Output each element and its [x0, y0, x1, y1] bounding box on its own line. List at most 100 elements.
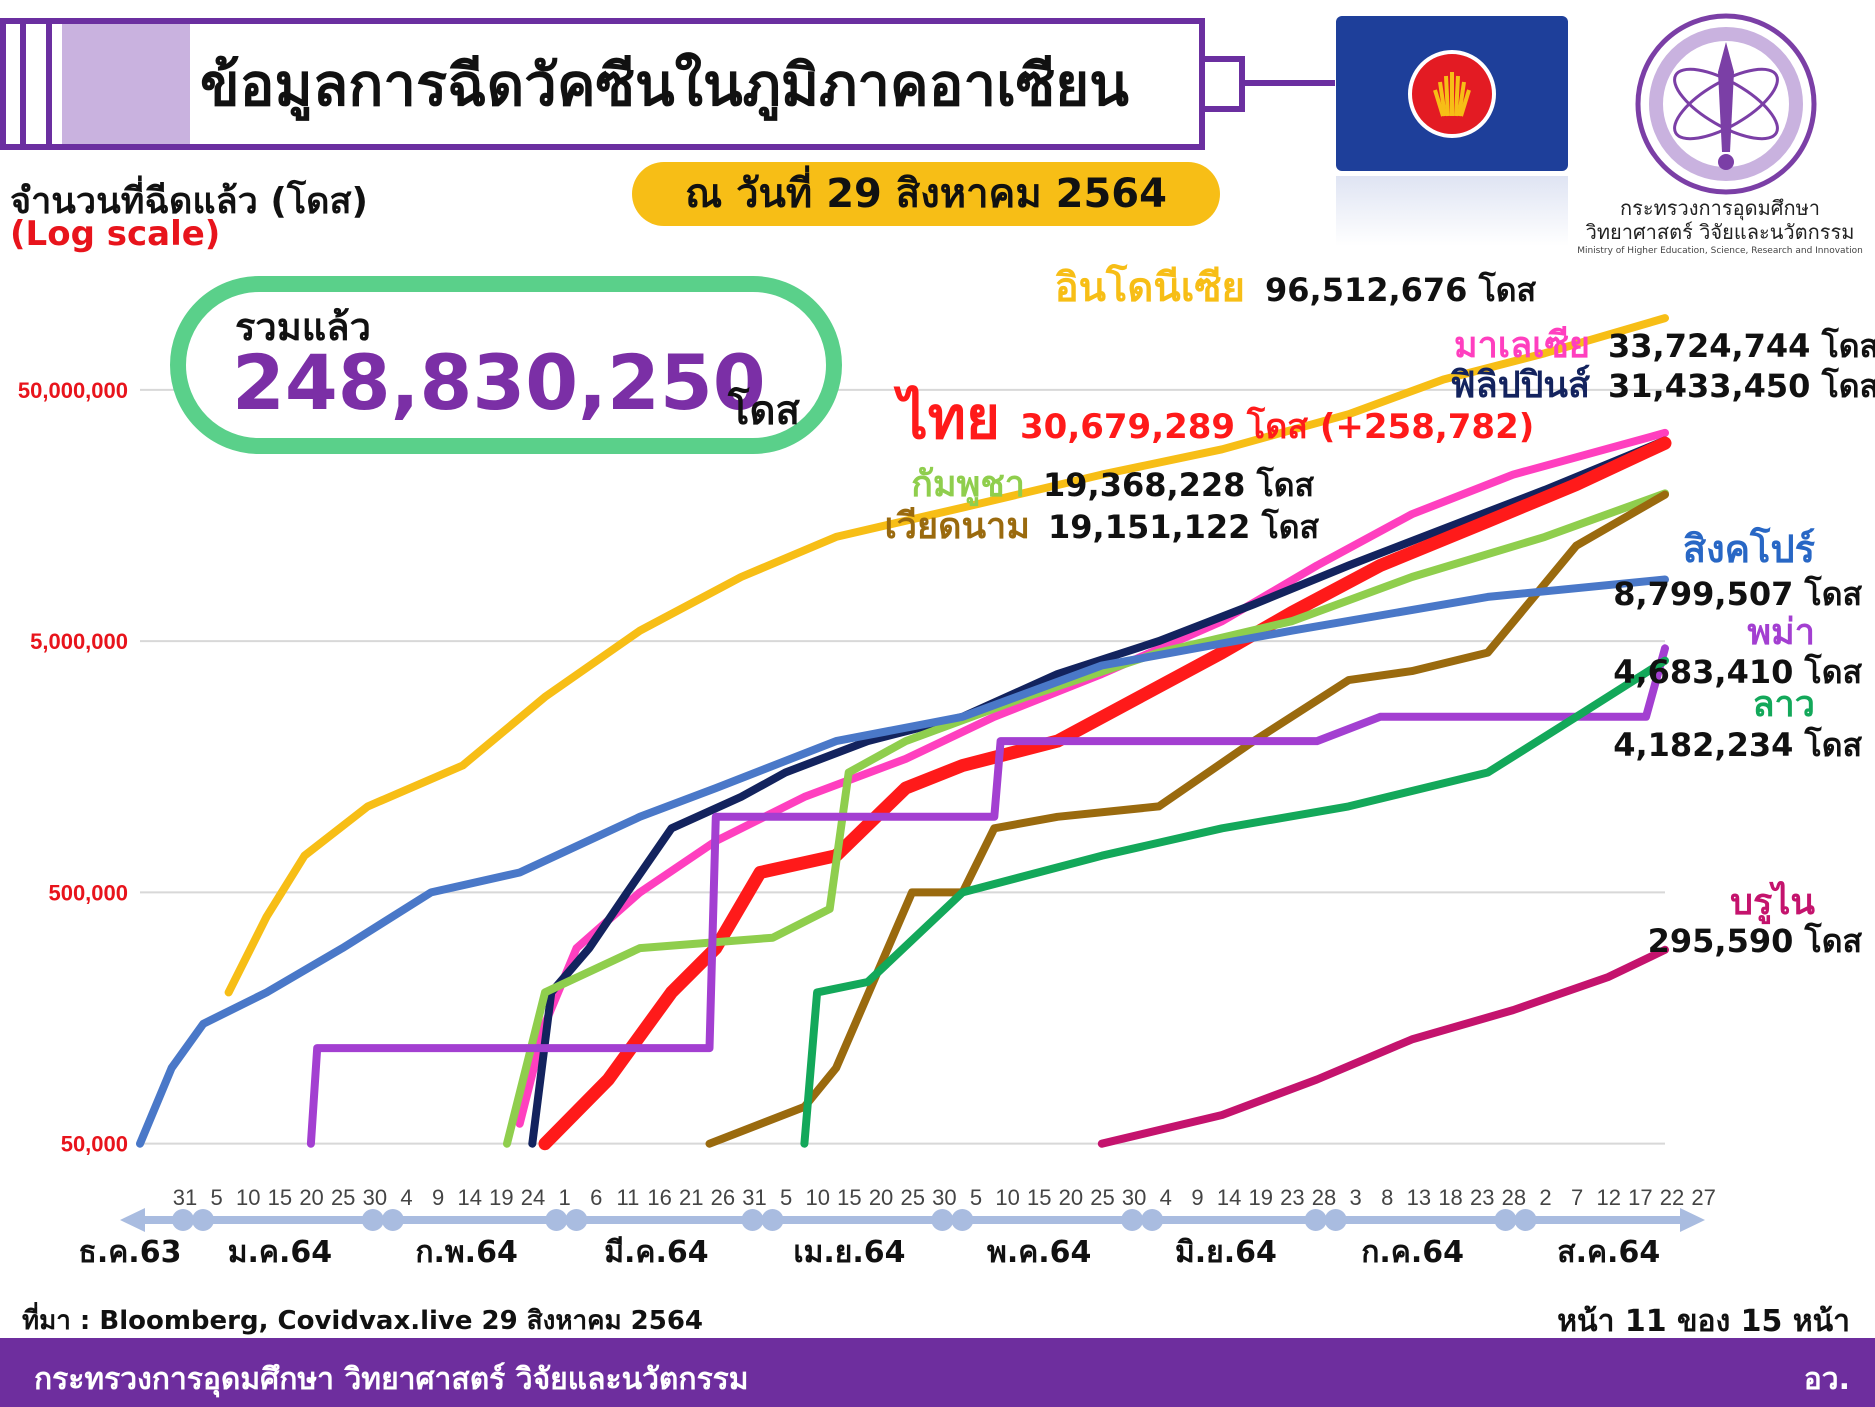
month-label: มี.ค.64: [604, 1235, 708, 1270]
month-marker-dot: [1141, 1209, 1164, 1231]
x-tick-label: 16: [647, 1185, 671, 1210]
month-marker-dot: [381, 1209, 404, 1231]
series-value-label: 31,433,450 โดส: [1608, 367, 1875, 405]
series-value-label: 8,799,507 โดส: [1613, 575, 1862, 613]
x-tick-label: 26: [711, 1185, 735, 1210]
month-marker-dot: [761, 1209, 784, 1231]
page-title: ข้อมูลการฉีดวัคซีนในภูมิภาคอาเซียน: [200, 51, 1129, 119]
y-tick-label: 50,000,000: [18, 378, 128, 403]
x-tick-label: 31: [742, 1185, 766, 1210]
x-tick-label: 1: [559, 1185, 571, 1210]
month-marker-dot: [545, 1209, 568, 1231]
syringe-nozzle: [1205, 56, 1245, 112]
x-tick-label: 4: [400, 1185, 412, 1210]
x-tick-label: 23: [1470, 1185, 1494, 1210]
x-tick-label: 15: [268, 1185, 292, 1210]
month-marker-dot: [741, 1209, 764, 1231]
x-tick-label: 2: [1539, 1185, 1551, 1210]
syringe-graphic: [0, 18, 1205, 150]
x-tick-label: 25: [331, 1185, 355, 1210]
x-tick-label: 22: [1660, 1185, 1684, 1210]
ministry-seal-icon: [1635, 13, 1817, 195]
x-tick-label: 23: [1280, 1185, 1304, 1210]
series-value-label: 4,182,234 โดส: [1613, 726, 1862, 764]
x-tick-label: 8: [1381, 1185, 1393, 1210]
x-tick-label: 30: [1122, 1185, 1146, 1210]
series-value-label: 19,151,122 โดส: [1048, 508, 1320, 546]
x-tick-label: 14: [458, 1185, 482, 1210]
rice-sheaf-icon: [1433, 72, 1471, 117]
x-tick-label: 19: [1248, 1185, 1272, 1210]
syringe-plunger-line: [46, 18, 52, 150]
date-badge: ณ วันที่ 29 สิงหาคม 2564: [632, 162, 1220, 226]
x-tick-label: 3: [1350, 1185, 1362, 1210]
month-label: พ.ค.64: [987, 1235, 1091, 1270]
x-tick-label: 5: [211, 1185, 223, 1210]
month-marker-dot: [361, 1209, 384, 1231]
x-tick-label: 28: [1312, 1185, 1336, 1210]
x-axis-arrow-left: [120, 1208, 145, 1232]
x-tick-label: 15: [1027, 1185, 1051, 1210]
series-value-label: 295,590 โดส: [1648, 922, 1863, 960]
month-marker-dot: [192, 1209, 214, 1231]
month-marker-dot: [172, 1209, 194, 1231]
series-line-1: [515, 428, 1669, 1128]
y-tick-label: 5,000,000: [30, 629, 128, 654]
month-marker-dot: [565, 1209, 588, 1231]
total-value: 248,830,250: [232, 338, 766, 427]
x-tick-label: 10: [236, 1185, 260, 1210]
month-marker-dot: [1324, 1209, 1347, 1231]
x-tick-label: 30: [932, 1185, 956, 1210]
y-axis-label: จำนวนที่ฉีดแล้ว (โดส): [10, 181, 368, 222]
series-name-label: ลาว: [1753, 684, 1816, 725]
series-line-0: [224, 314, 1669, 997]
x-tick-label: 25: [900, 1185, 924, 1210]
x-tick-label: 20: [869, 1185, 893, 1210]
series-name-label: มาเลเซีย: [1454, 325, 1590, 366]
month-marker-dot: [931, 1209, 954, 1231]
x-tick-label: 27: [1691, 1185, 1715, 1210]
x-tick-label: 6: [590, 1185, 602, 1210]
month-marker-dot: [1514, 1209, 1537, 1231]
series-name-label: เวียดนาม: [884, 506, 1030, 547]
x-tick-label: 19: [489, 1185, 513, 1210]
syringe-needle: [1245, 80, 1335, 86]
x-tick-label: 5: [780, 1185, 792, 1210]
source-note: ที่มา : Bloomberg, Covidvax.live 29 สิงห…: [22, 1306, 704, 1336]
flag-reflection: [1336, 176, 1568, 246]
series-line-7: [306, 644, 1669, 1148]
total-label: รวมแล้ว: [235, 305, 371, 349]
series-name-label: บรูไน: [1730, 880, 1815, 925]
month-label: มิ.ย.64: [1175, 1235, 1277, 1270]
month-label: ม.ค.64: [228, 1235, 332, 1270]
page-number: หน้า 11 ของ 15 หน้า: [1557, 1304, 1850, 1339]
month-label: เม.ย.64: [793, 1235, 905, 1270]
series-line-9: [1097, 945, 1669, 1148]
footer-org: กระทรวงการอุดมศึกษา วิทยาศาสตร์ วิจัยและ…: [34, 1362, 749, 1397]
ministry-name-th: กระทรวงการอุดมศึกษา วิทยาศาสตร์ วิจัยและ…: [1585, 196, 1855, 244]
syringe-plunger-line: [20, 18, 26, 150]
x-tick-label: 7: [1571, 1185, 1583, 1210]
month-marker-dot: [1494, 1209, 1517, 1231]
x-tick-label: 28: [1502, 1185, 1526, 1210]
x-tick-label: 13: [1407, 1185, 1431, 1210]
x-tick-label: 10: [995, 1185, 1019, 1210]
x-tick-label: 31: [173, 1185, 197, 1210]
x-tick-label: 21: [679, 1185, 703, 1210]
x-tick-label: 25: [1090, 1185, 1114, 1210]
series-value-label: 33,724,744 โดส: [1608, 327, 1875, 365]
series-value-label: 4,683,410 โดส: [1613, 653, 1862, 691]
series-line-5: [705, 490, 1669, 1148]
series-line-8: [800, 656, 1669, 1148]
month-label: ก.ค.64: [1361, 1235, 1464, 1270]
x-tick-label: 9: [432, 1185, 444, 1210]
series-value-label: 96,512,676 โดส: [1265, 271, 1537, 309]
x-tick-label: 24: [521, 1185, 545, 1210]
x-tick-label: 18: [1438, 1185, 1462, 1210]
series-name-label: กัมพูชา: [911, 464, 1025, 507]
x-tick-label: 10: [806, 1185, 830, 1210]
syringe-fill: [62, 24, 190, 144]
month-marker-dot: [951, 1209, 974, 1231]
month-label: ธ.ค.63: [79, 1235, 182, 1270]
